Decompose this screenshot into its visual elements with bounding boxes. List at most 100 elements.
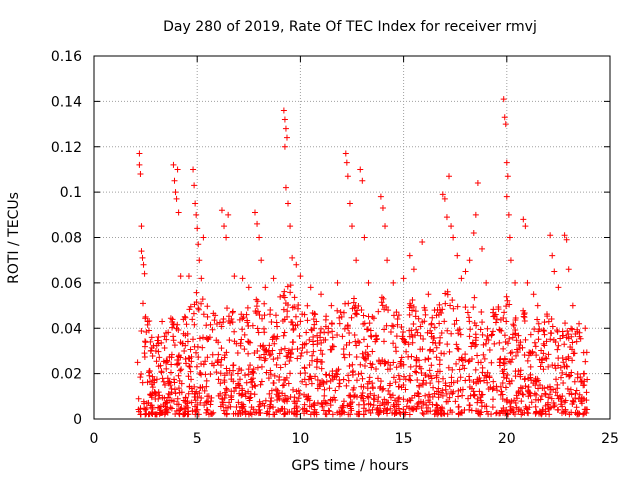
data-point <box>542 355 549 362</box>
data-point <box>453 360 460 367</box>
data-point <box>480 351 487 358</box>
data-point <box>279 390 286 397</box>
data-point <box>289 304 296 311</box>
data-point <box>317 347 324 354</box>
data-point <box>518 398 525 405</box>
data-point <box>477 394 484 401</box>
data-point <box>551 268 558 275</box>
data-point <box>416 357 423 364</box>
data-point <box>175 360 182 367</box>
data-point <box>141 270 148 277</box>
data-point <box>152 391 159 398</box>
data-point <box>301 365 308 372</box>
data-point <box>197 399 204 406</box>
data-point <box>522 375 529 382</box>
data-point <box>270 356 277 363</box>
data-point <box>197 369 204 376</box>
data-point <box>161 333 168 340</box>
data-point <box>509 356 516 363</box>
data-point <box>148 334 155 341</box>
data-point <box>159 318 166 325</box>
data-point <box>213 321 220 328</box>
data-point <box>490 385 497 392</box>
data-point <box>507 350 514 357</box>
data-point <box>569 357 576 364</box>
data-point <box>236 376 243 383</box>
data-point <box>412 313 419 320</box>
data-point <box>465 395 472 402</box>
data-point <box>541 319 548 326</box>
data-point <box>455 346 462 353</box>
data-point <box>425 404 432 411</box>
data-point <box>462 268 469 275</box>
data-point <box>425 291 432 298</box>
data-point <box>148 410 155 417</box>
data-point <box>444 327 451 334</box>
data-point <box>196 335 203 342</box>
data-point <box>385 387 392 394</box>
data-point <box>204 407 211 414</box>
data-point <box>530 291 537 298</box>
data-point <box>516 345 523 352</box>
data-point <box>204 313 211 320</box>
data-point <box>357 361 364 368</box>
data-point <box>411 392 418 399</box>
data-point <box>266 342 273 349</box>
data-point <box>367 390 374 397</box>
data-point <box>393 364 400 371</box>
data-point <box>574 409 581 416</box>
data-point <box>406 252 413 259</box>
data-point <box>194 225 201 232</box>
data-point <box>467 326 474 333</box>
grid-lines <box>94 56 610 419</box>
data-point <box>364 385 371 392</box>
data-point <box>214 359 221 366</box>
data-point <box>427 372 434 379</box>
data-point <box>566 390 573 397</box>
data-point <box>297 352 304 359</box>
data-point <box>564 385 571 392</box>
data-point <box>139 300 146 307</box>
data-point <box>291 294 298 301</box>
data-point <box>312 311 319 318</box>
data-point <box>186 355 193 362</box>
data-point <box>163 365 170 372</box>
data-point <box>138 370 145 377</box>
data-point <box>451 321 458 328</box>
data-point <box>334 307 341 314</box>
data-point <box>442 290 449 297</box>
data-point <box>216 319 223 326</box>
data-point <box>209 351 216 358</box>
data-point <box>223 349 230 356</box>
data-point <box>349 369 356 376</box>
data-point <box>304 396 311 403</box>
data-point <box>337 411 344 418</box>
data-point <box>340 376 347 383</box>
data-point <box>504 297 511 304</box>
x-tick-label: 10 <box>291 431 309 447</box>
data-point <box>268 318 275 325</box>
data-point <box>174 321 181 328</box>
data-point <box>444 291 451 298</box>
data-point <box>421 318 428 325</box>
data-point <box>524 357 531 364</box>
data-point <box>515 388 522 395</box>
data-point <box>271 340 278 347</box>
data-point <box>251 209 258 216</box>
data-point <box>342 150 349 157</box>
data-point <box>223 365 230 372</box>
data-point <box>510 322 517 329</box>
data-point <box>311 321 318 328</box>
data-point <box>466 333 473 340</box>
data-point <box>415 391 422 398</box>
data-point <box>552 389 559 396</box>
data-point <box>380 385 387 392</box>
data-point <box>339 333 346 340</box>
data-point <box>402 386 409 393</box>
data-point <box>228 394 235 401</box>
data-point <box>545 399 552 406</box>
data-point <box>254 220 261 227</box>
data-point <box>203 398 210 405</box>
data-point <box>367 401 374 408</box>
data-point <box>504 396 511 403</box>
